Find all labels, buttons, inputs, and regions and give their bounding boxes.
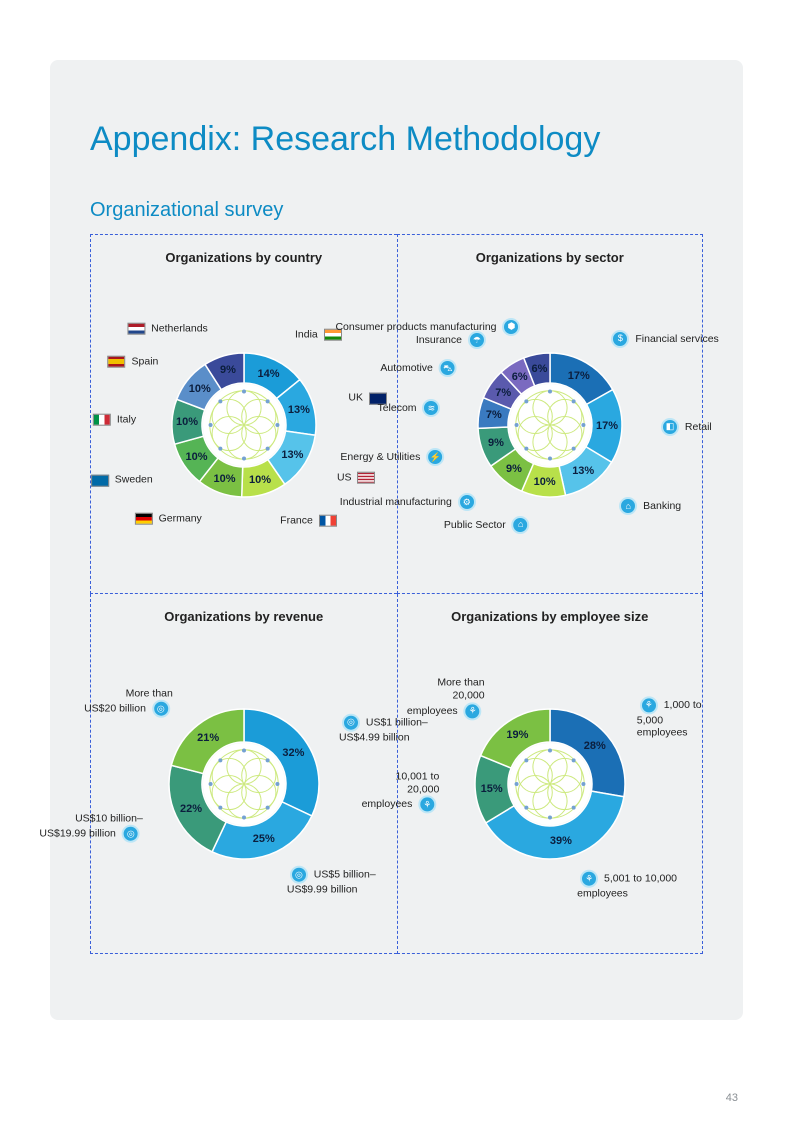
content-card: Appendix: Research Methodology Organizat… [50, 60, 743, 1020]
flag-icon [135, 513, 153, 525]
segment-label: ◎ US$5 billion–US$9.99 billion [287, 866, 376, 897]
segment-label: Consumer products manufacturing ⬢ [335, 318, 523, 336]
segment-label: 10,001 to20,000employees ⚘ [362, 770, 440, 813]
sector-icon: ⌂ [512, 516, 530, 534]
flag-icon [357, 472, 375, 484]
sector-icon: ◎ [122, 825, 140, 843]
segment-pct-label: 9% [220, 364, 236, 376]
segment-pct-label: 14% [257, 368, 279, 380]
segment-pct-label: 9% [488, 437, 504, 449]
page-title: Appendix: Research Methodology [90, 120, 703, 159]
segment-pct-label: 13% [288, 404, 310, 416]
segment-label: Spain [105, 356, 159, 369]
sector-icon: $ [611, 330, 629, 348]
sector-icon: ≋ [422, 399, 440, 417]
sector-icon: ⚘ [580, 870, 598, 888]
segment-pct-label: 7% [495, 387, 511, 399]
chart-size-cell: Organizations by employee size 28% ⚘ 1,00… [397, 594, 704, 954]
segment-label: Telecom ≋ [377, 399, 443, 417]
sector-icon: ⚙ [458, 493, 476, 511]
segment-pct-label: 32% [282, 747, 304, 759]
segment-pct-label: 9% [506, 463, 522, 475]
page-number: 43 [726, 1092, 738, 1104]
segment-pct-label: 21% [197, 732, 219, 744]
segment-pct-label: 22% [180, 803, 202, 815]
flag-icon [93, 414, 111, 426]
sector-icon: ⚡ [426, 448, 444, 466]
chart-title: Organizations by sector [406, 250, 695, 265]
segment-label: ⚘ 1,000 to5,000employees [637, 696, 702, 739]
segment-pct-label: 10% [189, 383, 211, 395]
donut-size: 28%⚘ 1,000 to5,000employees39%⚘ 5,001 to… [406, 634, 695, 914]
segment-pct-label: 17% [568, 370, 590, 382]
sector-icon: ⛍ [439, 359, 457, 377]
chart-sector-cell: Organizations by sector 17%$ Financial s… [397, 234, 704, 594]
segment-label: ◧ Retail [658, 418, 712, 436]
segment-pct-label: 6% [512, 371, 528, 383]
segment-pct-label: 39% [550, 835, 572, 847]
segment-label: Italy [90, 414, 136, 427]
flag-icon [91, 474, 109, 486]
segment-label: $ Financial services [608, 330, 718, 348]
chart-country-cell: Organizations by country 14%India 13%UK … [90, 234, 397, 594]
segment-pct-label: 7% [486, 409, 502, 421]
sector-icon: ◎ [342, 714, 360, 732]
flag-icon [319, 515, 337, 527]
sector-icon: ⌂ [619, 497, 637, 515]
segment-pct-label: 10% [186, 451, 208, 463]
segment-label: More than20,000employees ⚘ [407, 677, 485, 720]
sector-icon: ⬢ [502, 318, 520, 336]
segment-pct-label: 25% [253, 833, 275, 845]
flag-icon [108, 356, 126, 368]
chart-title: Organizations by revenue [99, 609, 389, 624]
segment-pct-label: 15% [481, 783, 503, 795]
segment-pct-label: 10% [176, 416, 198, 428]
sector-icon: ⚘ [464, 702, 482, 720]
segment-label: US$10 billion–US$19.99 billion ◎ [39, 813, 142, 844]
segment-pct-label: 10% [534, 476, 556, 488]
segment-pct-label: 17% [596, 420, 618, 432]
chart-revenue-cell: Organizations by revenue 32%◎ US$1 billi… [90, 594, 397, 954]
segment-label: Automotive ⛍ [380, 359, 459, 377]
segment-pct-label: 19% [506, 729, 528, 741]
segment-label: ⚘ 5,001 to 10,000employees [577, 870, 677, 901]
segment-pct-label: 10% [213, 473, 235, 485]
charts-grid: Organizations by country 14%India 13%UK … [90, 234, 703, 954]
sector-icon: ◎ [290, 866, 308, 884]
flag-icon [127, 323, 145, 335]
segment-label: Germany [132, 513, 202, 526]
segment-label: Netherlands [124, 323, 208, 336]
segment-pct-label: 6% [531, 363, 547, 375]
segment-label: Sweden [88, 474, 153, 487]
segment-label: ⌂ Banking [616, 497, 681, 515]
section-subtitle: Organizational survey [90, 199, 703, 222]
segment-label: France [280, 515, 340, 528]
segment-pct-label: 13% [281, 449, 303, 461]
segment-label: US [337, 471, 379, 484]
chart-title: Organizations by country [99, 250, 389, 265]
segment-pct-label: 10% [249, 474, 271, 486]
sector-icon: ⚘ [418, 796, 436, 814]
segment-label: Energy & Utilities ⚡ [340, 448, 447, 466]
segment-label: Public Sector ⌂ [444, 516, 533, 534]
segment-label: Industrial manufacturing ⚙ [340, 493, 479, 511]
donut-sector: 17%$ Financial services17%◧ Retail13%⌂ B… [406, 275, 695, 555]
segment-pct-label: 13% [572, 465, 594, 477]
segment-label: More thanUS$20 billion ◎ [84, 687, 173, 718]
chart-title: Organizations by employee size [406, 609, 695, 624]
segment-pct-label: 28% [584, 740, 606, 752]
sector-icon: ◎ [152, 700, 170, 718]
sector-icon: ⚘ [640, 696, 658, 714]
sector-icon: ◧ [661, 418, 679, 436]
donut-revenue: 32%◎ US$1 billion–US$4.99 billion25%◎ US… [99, 634, 389, 914]
